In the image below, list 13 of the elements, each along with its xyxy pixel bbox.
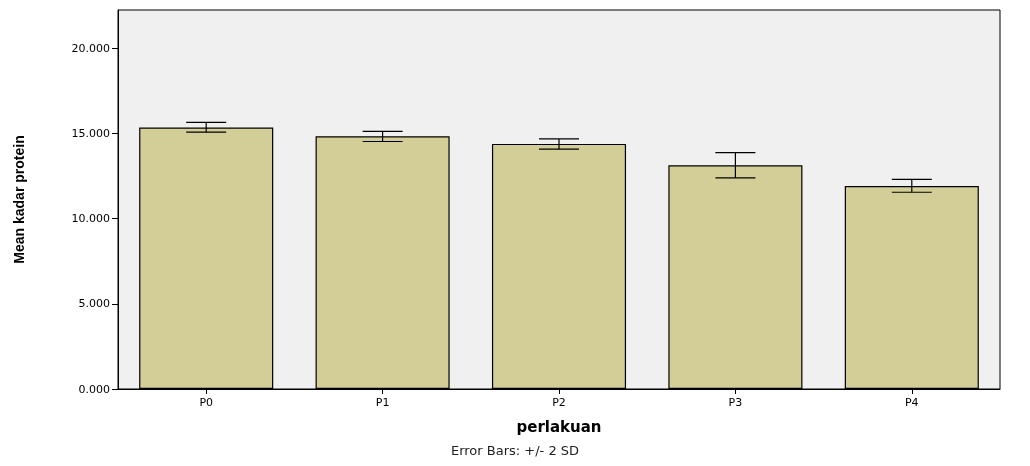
y-tick-label: 5.000 (78, 297, 110, 311)
x-axis-title: perlakuan (516, 417, 602, 436)
x-tick-label: P2 (552, 396, 566, 409)
x-tick-label: P0 (199, 396, 214, 409)
y-tick-label: 20.000 (71, 41, 110, 55)
x-tick-label: P3 (728, 396, 743, 409)
y-tick-label: 15.000 (71, 126, 110, 140)
y-tick-label: 10.000 (71, 212, 110, 226)
x-tick-label: P4 (904, 396, 919, 409)
x-tick-label: P1 (375, 396, 390, 409)
y-axis-title: Mean kadar protein (11, 135, 27, 264)
text: Error Bars: +/- 2 SD (450, 443, 580, 458)
y-tick-label: 0.000 (78, 382, 110, 396)
